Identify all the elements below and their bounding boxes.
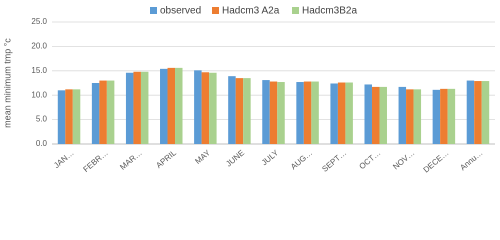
bar <box>91 83 100 144</box>
legend-label: Hadcm3 A2a <box>222 6 280 17</box>
x-tick-label: JAN… <box>52 148 75 170</box>
bar <box>481 81 490 144</box>
x-tick-label: MAR… <box>118 148 144 171</box>
bar <box>296 82 304 144</box>
bar <box>160 68 168 144</box>
bar <box>228 76 236 144</box>
bar <box>303 81 312 144</box>
bar <box>243 78 251 144</box>
legend-swatch <box>150 7 157 14</box>
legend-swatch <box>212 7 219 14</box>
bar <box>262 80 270 144</box>
y-axis-label: mean minimum tmp °c <box>2 38 12 128</box>
x-tick-label: OCT… <box>358 148 383 171</box>
bar <box>371 86 380 144</box>
bar <box>337 82 346 144</box>
y-tick-label: 10.0 <box>31 90 47 99</box>
x-tick-label: APRIL <box>154 148 178 170</box>
bar <box>330 83 338 144</box>
bar <box>345 82 353 144</box>
bar <box>65 89 73 144</box>
y-tick-label: 5.0 <box>36 115 48 124</box>
bar <box>379 86 387 144</box>
x-tick-label: JULY <box>260 148 281 168</box>
legend-label: Hadcm3B2a <box>302 6 357 17</box>
bar <box>440 88 448 144</box>
bar <box>398 86 407 144</box>
x-tick-label: Annu… <box>458 148 484 172</box>
y-tick-label: 15.0 <box>31 66 47 75</box>
bar <box>140 71 149 144</box>
bar <box>311 81 319 144</box>
bar <box>125 72 134 144</box>
bar <box>167 67 176 144</box>
x-tick-label: FEBR… <box>81 148 109 174</box>
y-tick-label: 20.0 <box>31 42 47 51</box>
bar <box>466 80 475 144</box>
legend-label: observed <box>160 6 201 17</box>
x-tick-label: DECE… <box>422 148 451 174</box>
bar <box>474 81 482 144</box>
x-tick-label: NOV… <box>391 148 416 171</box>
y-tick-label: 0.0 <box>36 139 48 148</box>
bar <box>106 80 115 144</box>
bar <box>194 70 202 144</box>
bar <box>72 89 81 144</box>
y-tick-label: 25.0 <box>31 17 47 26</box>
bar <box>201 72 210 144</box>
bar <box>432 89 441 144</box>
bar <box>413 89 422 144</box>
legend-swatch <box>292 7 299 14</box>
chart: mean minimum tmp °c 0.0 5.0 10.0 15.0 20.0 25… <box>2 6 495 175</box>
bar <box>364 84 372 144</box>
bar <box>99 80 107 144</box>
bar <box>269 81 278 144</box>
bar <box>209 72 217 144</box>
bar <box>406 89 414 144</box>
x-tick-label: AUG… <box>289 148 314 171</box>
bar <box>277 82 285 144</box>
x-tick-label: MAY <box>193 148 212 166</box>
x-tick-label: SEPT… <box>320 148 348 173</box>
bar <box>133 71 141 144</box>
x-tick-label: JUNE <box>224 148 246 168</box>
bar <box>57 90 66 144</box>
bar <box>447 88 456 144</box>
bar <box>235 78 244 144</box>
bar <box>175 67 183 144</box>
